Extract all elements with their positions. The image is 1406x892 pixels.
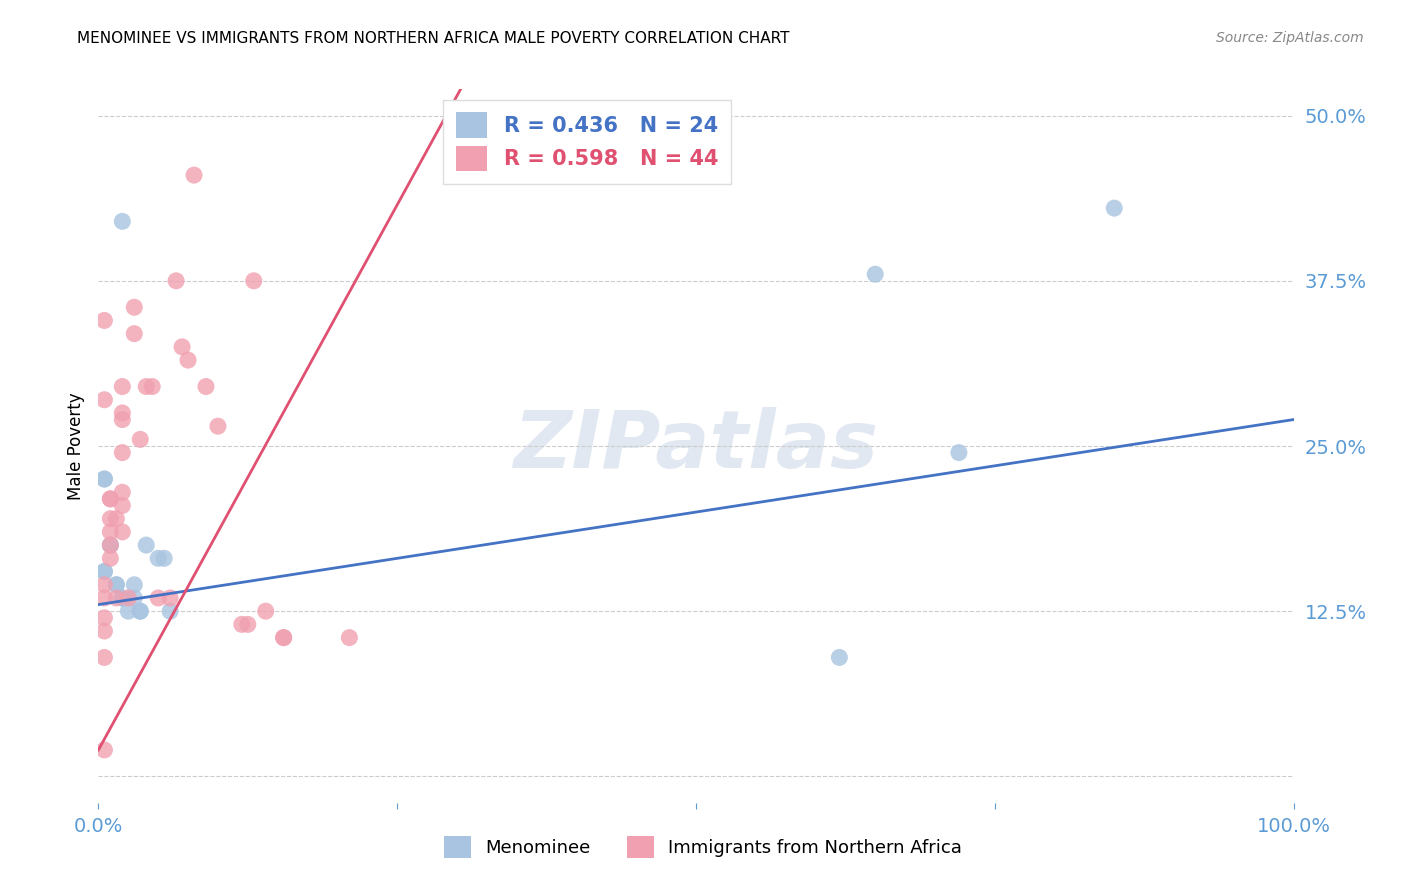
Point (148, 591, 170, 605)
Point (153, 551, 176, 566)
Point (93, 650, 115, 665)
Point (98, 551, 122, 566)
Point (129, 604, 152, 618)
Point (135, 379, 157, 393)
Point (111, 412, 134, 426)
Legend: Menominee, Immigrants from Northern Africa: Menominee, Immigrants from Northern Afri… (437, 829, 969, 865)
Point (111, 591, 134, 605)
Point (129, 604, 152, 618)
Point (129, 433, 152, 447)
Point (105, 511, 128, 525)
Point (93, 313, 115, 327)
Point (1104, 201, 1126, 215)
Point (254, 604, 277, 618)
Point (135, 538, 157, 552)
Point (93, 472, 115, 486)
Text: ZIPatlas: ZIPatlas (513, 407, 879, 485)
Point (231, 617, 253, 632)
Y-axis label: Male Poverty: Male Poverty (66, 392, 84, 500)
Point (111, 406, 134, 420)
Point (124, 326, 146, 341)
Text: Source: ZipAtlas.com: Source: ZipAtlas.com (1216, 31, 1364, 45)
Point (828, 650, 851, 665)
Point (98, 538, 122, 552)
Point (339, 631, 361, 645)
Point (183, 168, 205, 182)
Point (93, 591, 115, 605)
Point (105, 591, 128, 605)
Point (93, 472, 115, 486)
Point (159, 604, 181, 618)
Point (105, 578, 128, 592)
Point (98, 511, 122, 525)
Point (93, 611, 115, 625)
Point (93, 565, 115, 579)
Point (273, 631, 295, 645)
Point (865, 267, 887, 281)
Text: MENOMINEE VS IMMIGRANTS FROM NORTHERN AFRICA MALE POVERTY CORRELATION CHART: MENOMINEE VS IMMIGRANTS FROM NORTHERN AF… (77, 31, 790, 46)
Point (207, 419, 229, 434)
Point (273, 631, 295, 645)
Point (111, 524, 134, 539)
Point (111, 445, 134, 459)
Point (159, 591, 181, 605)
Point (98, 524, 122, 539)
Point (111, 485, 134, 500)
Point (111, 591, 134, 605)
Point (124, 578, 146, 592)
Point (948, 445, 970, 459)
Point (117, 604, 139, 618)
Point (236, 617, 259, 632)
Point (105, 578, 128, 592)
Point (165, 274, 187, 288)
Point (177, 353, 200, 368)
Point (111, 214, 134, 228)
Point (124, 591, 146, 605)
Point (98, 491, 122, 506)
Point (93, 743, 115, 757)
Point (111, 379, 134, 393)
Point (195, 379, 218, 393)
Point (98, 538, 122, 552)
Point (93, 392, 115, 407)
Point (172, 340, 194, 354)
Legend: R = 0.436   N = 24, R = 0.598   N = 44: R = 0.436 N = 24, R = 0.598 N = 44 (443, 100, 731, 184)
Point (141, 379, 163, 393)
Point (93, 578, 115, 592)
Point (148, 551, 170, 566)
Point (243, 274, 266, 288)
Point (111, 499, 134, 513)
Point (98, 491, 122, 506)
Point (93, 565, 115, 579)
Point (93, 624, 115, 638)
Point (117, 591, 139, 605)
Point (124, 300, 146, 314)
Point (98, 538, 122, 552)
